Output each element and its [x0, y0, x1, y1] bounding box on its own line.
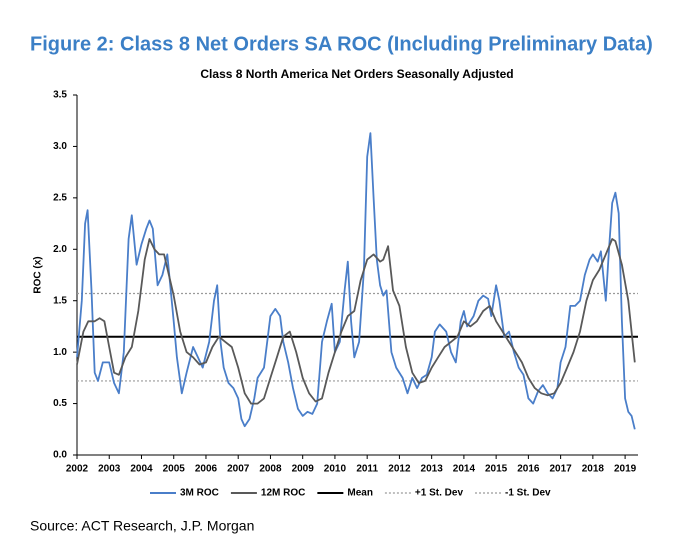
x-tick-label: 2014 — [453, 464, 476, 475]
x-tick-label: 2006 — [195, 464, 218, 475]
legend-label: -1 St. Dev — [505, 488, 551, 499]
data-line — [76, 132, 636, 430]
legend-label: +1 St. Dev — [415, 488, 464, 499]
data-line — [76, 238, 636, 405]
legend-label: 12M ROC — [261, 488, 305, 499]
legend-label: Mean — [347, 488, 373, 499]
chart-title: Figure 2: Class 8 Net Orders SA ROC (Inc… — [30, 33, 653, 55]
y-tick-label: 0.5 — [53, 398, 67, 409]
source-note: Source: ACT Research, J.P. Morgan — [30, 518, 254, 534]
y-tick-label: 3.5 — [53, 90, 67, 101]
x-tick-label: 2005 — [163, 464, 186, 475]
x-tick-label: 2018 — [582, 464, 605, 475]
x-tick-label: 2004 — [130, 464, 153, 475]
y-tick-label: 1.0 — [53, 347, 67, 358]
y-axis-label: ROC (x) — [33, 256, 44, 293]
x-tick-label: 2013 — [421, 464, 444, 475]
y-tick-label: 0.0 — [53, 450, 67, 461]
x-tick-label: 2010 — [324, 464, 347, 475]
x-tick-label: 2003 — [98, 464, 121, 475]
x-tick-label: 2002 — [66, 464, 89, 475]
x-tick-label: 2016 — [517, 464, 540, 475]
x-tick-label: 2009 — [292, 464, 315, 475]
x-tick-label: 2011 — [356, 464, 378, 475]
x-tick-label: 2008 — [259, 464, 282, 475]
x-tick-label: 2012 — [388, 464, 411, 475]
legend-label: 3M ROC — [180, 488, 219, 499]
x-tick-label: 2017 — [549, 464, 572, 475]
y-tick-label: 2.0 — [53, 244, 67, 255]
x-tick-label: 2007 — [227, 464, 250, 475]
x-tick-label: 2015 — [485, 464, 508, 475]
y-tick-label: 2.5 — [53, 192, 67, 203]
y-tick-label: 1.5 — [53, 295, 67, 306]
chart-subtitle: Class 8 North America Net Orders Seasona… — [200, 67, 513, 81]
y-tick-label: 3.0 — [53, 141, 67, 152]
x-tick-label: 2019 — [614, 464, 637, 475]
